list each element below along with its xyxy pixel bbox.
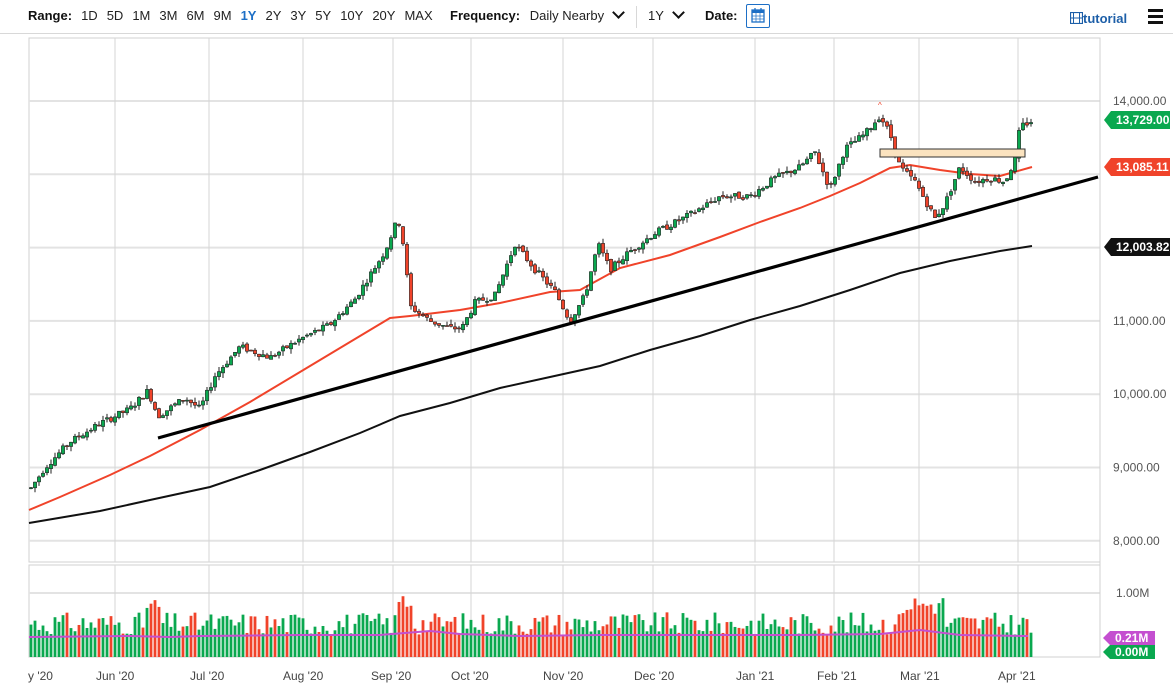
svg-text:0.00M: 0.00M — [1115, 645, 1148, 659]
x-axis-label: y '20 — [28, 669, 53, 683]
volume-ma-tag — [1103, 631, 1155, 645]
toolbar-divider — [636, 6, 637, 28]
volume-bars — [28, 596, 1033, 657]
period-value[interactable]: 1Y — [648, 8, 664, 23]
tutorial-label[interactable]: tutorial — [1083, 11, 1128, 26]
price-axis-label: 9,000.00 — [1113, 461, 1160, 475]
x-axis-label: Feb '21 — [817, 669, 857, 683]
hamburger-menu-icon[interactable] — [1148, 9, 1163, 27]
axes: 14,000.00 11,000.00 10,000.00 9,000.00 8,000… — [28, 38, 1170, 683]
date-label: Date: — [705, 8, 738, 23]
frequency-label: Frequency: — [450, 8, 521, 23]
range-1d[interactable]: 1D — [81, 8, 98, 23]
frequency-selector[interactable]: Frequency: Daily Nearby — [450, 6, 625, 23]
tutorial-link[interactable]: tutorial — [1070, 11, 1127, 26]
price-axis-label: 8,000.00 — [1113, 534, 1160, 548]
range-1y[interactable]: 1Y — [240, 8, 257, 23]
x-axis-label: Oct '20 — [451, 669, 489, 683]
x-axis-label: Mar '21 — [900, 669, 940, 683]
candlesticks — [29, 114, 1033, 493]
date-label-wrap: Date: — [705, 8, 738, 23]
chart-toolbar: Range: 1D 5D 1M 3M 6M 9M 1Y 2Y 3Y 5Y 10Y 20Y MAX Freq… — [0, 0, 1173, 34]
chart-grid — [28, 37, 1101, 658]
range-1m[interactable]: 1M — [132, 8, 151, 23]
volume-axis-label: 1.00M — [1116, 586, 1149, 600]
x-axis-label: Dec '20 — [634, 669, 675, 683]
range-10y[interactable]: 10Y — [340, 8, 364, 23]
last-price-tag — [1104, 111, 1170, 129]
calendar-icon — [751, 8, 765, 23]
svg-text:12,003.82: 12,003.82 — [1116, 240, 1170, 254]
range-20y[interactable]: 20Y — [372, 8, 396, 23]
ma200-tag — [1104, 238, 1170, 256]
price-axis-label: 11,000.00 — [1113, 314, 1166, 328]
svg-text:13,729.00: 13,729.00 — [1116, 113, 1170, 127]
x-axis-label: Sep '20 — [371, 669, 412, 683]
price-axis-label: 10,000.00 — [1113, 387, 1167, 401]
range-5d[interactable]: 5D — [106, 8, 124, 23]
x-axis-label: Jan '21 — [736, 669, 775, 683]
range-2y[interactable]: 2Y — [265, 8, 282, 23]
ma50-tag — [1104, 158, 1170, 176]
x-axis-label: Apr '21 — [998, 669, 1036, 683]
range-9m[interactable]: 9M — [213, 8, 232, 23]
x-axis-label: Nov '20 — [543, 669, 584, 683]
range-3m[interactable]: 3M — [159, 8, 178, 23]
volume-last-tag — [1103, 645, 1155, 659]
range-3y[interactable]: 3Y — [290, 8, 307, 23]
range-max[interactable]: MAX — [404, 8, 433, 23]
price-axis-label: 14,000.00 — [1113, 94, 1167, 108]
range-label: Range: — [28, 8, 73, 23]
x-axis-label: Aug '20 — [283, 669, 324, 683]
period-selector[interactable]: 1Y — [648, 6, 685, 23]
range-6m[interactable]: 6M — [186, 8, 205, 23]
svg-text:0.21M: 0.21M — [1115, 631, 1148, 645]
frequency-value[interactable]: Daily Nearby — [529, 8, 605, 23]
annotations: ^ — [157, 101, 1099, 440]
range-selector: Range: 1D 5D 1M 3M 6M 9M 1Y 2Y 3Y 5Y 10Y 20Y MAX — [28, 8, 433, 23]
calendar-button[interactable] — [746, 4, 770, 28]
range-5y[interactable]: 5Y — [315, 8, 332, 23]
x-axis-label: Jul '20 — [190, 669, 225, 683]
x-axis-label: Jun '20 — [96, 669, 135, 683]
film-icon — [1070, 12, 1083, 24]
svg-text:13,085.11: 13,085.11 — [1116, 160, 1169, 174]
svg-text:^: ^ — [878, 101, 882, 110]
